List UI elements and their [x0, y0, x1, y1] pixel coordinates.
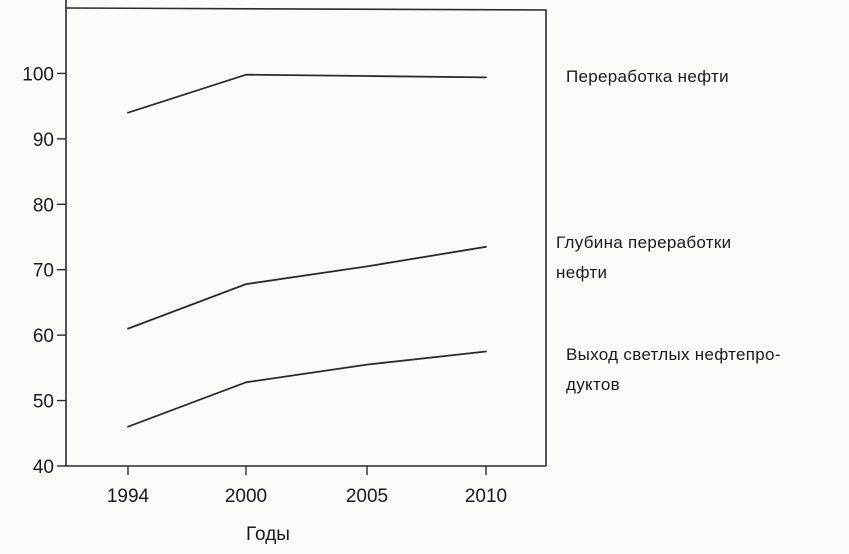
series-layer	[127, 73, 487, 428]
series-label-2: Глубина переработки нефти	[556, 233, 731, 282]
y-tick-label: 50	[33, 392, 54, 413]
series-label-line: дуктов	[566, 375, 620, 394]
x-axis: 1994 2000 2005 2010	[66, 465, 546, 507]
y-tick-label: 80	[33, 195, 54, 216]
y-tick-label: 70	[33, 261, 54, 282]
x-axis-title: Годы	[246, 524, 290, 545]
y-axis: 40 50 60 70 80 90 100	[22, 0, 67, 478]
y-tick-label: 90	[33, 130, 54, 151]
plot-frame-top-right	[65, 7, 547, 466]
y-tick-label: 40	[33, 457, 54, 478]
series-line-3	[127, 350, 487, 428]
y-tick-label: 60	[33, 326, 54, 347]
series-label-1: Переработка нефти	[566, 67, 729, 86]
series-label-line: Выход светлых нефтепро-	[566, 345, 781, 364]
series-line-2	[127, 245, 487, 330]
series-label-line: Глубина переработки	[556, 233, 731, 252]
y-tick-label: 100	[22, 64, 54, 85]
series-label-line: нефти	[556, 263, 607, 282]
x-tick-label: 2000	[225, 486, 267, 507]
series-label-line: Переработка нефти	[566, 67, 729, 86]
x-tick-label: 2010	[465, 486, 507, 507]
x-tick-label: 1994	[107, 486, 150, 507]
plot-frame	[65, 7, 547, 466]
series-labels: Переработка нефти Глубина переработки нефт…	[556, 67, 781, 394]
series-label-3: Выход светлых нефтепро-дуктов	[566, 345, 781, 394]
series-line-1	[127, 73, 487, 114]
x-tick-label: 2005	[346, 486, 388, 507]
